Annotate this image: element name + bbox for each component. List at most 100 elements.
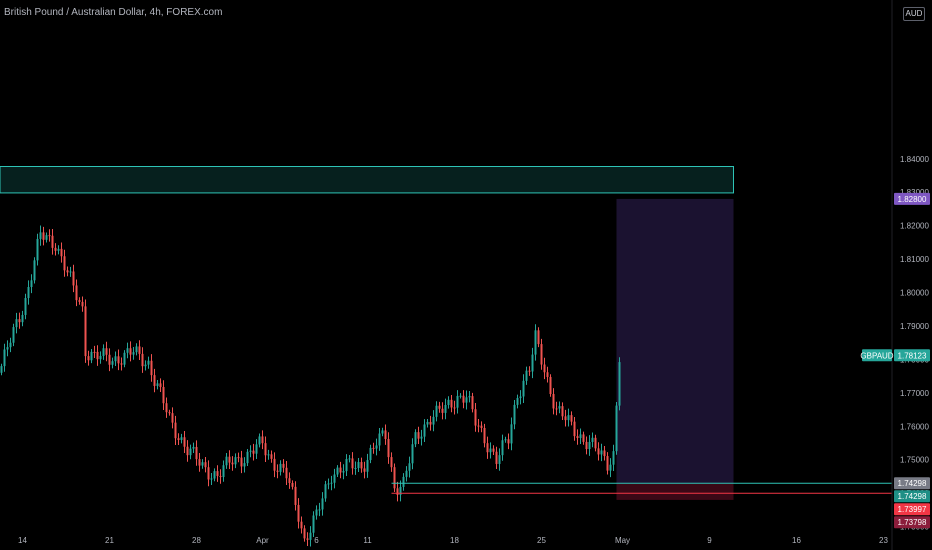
candle-bear (528, 370, 531, 372)
candle-bull (447, 399, 450, 406)
candle-bear (51, 235, 54, 248)
symbol-tag-label: GBPAUD (860, 351, 893, 360)
candle-bull (12, 327, 15, 343)
candle-bull (618, 362, 621, 406)
candle-bull (102, 348, 105, 356)
candle-bear (546, 372, 549, 377)
candle-bull (501, 440, 504, 456)
candle-bull (249, 450, 252, 452)
candle-bull (354, 467, 357, 469)
candle-bear (303, 528, 306, 539)
x-tick-label: May (615, 536, 630, 545)
candle-bull (567, 415, 570, 421)
candle-bull (588, 441, 591, 450)
candle-bear (492, 448, 495, 452)
candle-bear (360, 462, 363, 469)
candle-bear (387, 438, 390, 458)
candle-bull (408, 463, 411, 471)
candle-bear (438, 405, 441, 409)
candle-bull (180, 437, 183, 441)
candle-bull (99, 355, 102, 360)
candle-bull (318, 509, 321, 511)
candle-bear (273, 458, 276, 471)
stop-loss-zone (616, 483, 734, 500)
y-tick-label: 1.79000 (900, 322, 929, 331)
price-badge-label: 1.82800 (898, 195, 927, 204)
candle-bear (75, 285, 78, 301)
y-tick-label: 1.75000 (900, 456, 929, 465)
candle-bull (405, 470, 408, 477)
x-tick-label: 21 (105, 536, 114, 545)
x-tick-label: 6 (314, 536, 319, 545)
candle-bull (0, 366, 3, 373)
candle-bear (216, 471, 219, 476)
candle-bull (57, 248, 60, 251)
price-badge-label: 1.74298 (898, 479, 927, 488)
candle-bear (339, 467, 342, 473)
candle-bear (60, 248, 63, 257)
candle-bear (570, 415, 573, 422)
candle-bull (369, 447, 372, 461)
candle-bear (363, 468, 366, 472)
candle-bear (174, 422, 177, 439)
candle-bear (264, 443, 267, 456)
price-badge-label: 1.73997 (898, 505, 927, 514)
price-badge (894, 192, 930, 205)
candle-bear (261, 436, 264, 444)
candle-bull (126, 348, 129, 353)
candle-bear (18, 319, 21, 323)
candle-bull (123, 352, 126, 365)
candle-bear (129, 348, 132, 355)
candle-bull (36, 238, 39, 261)
candle-bull (381, 430, 384, 434)
candle-bear (540, 344, 543, 365)
candle-bull (375, 445, 378, 449)
x-tick-label: 14 (18, 536, 27, 545)
x-tick-label: 23 (879, 536, 888, 545)
candle-bull (210, 478, 213, 480)
currency-badge[interactable]: AUD (903, 7, 925, 21)
candle-bull (267, 454, 270, 456)
candle-bull (423, 424, 426, 437)
candle-bull (30, 280, 33, 288)
candle-bear (606, 456, 609, 471)
candle-bull (513, 404, 516, 425)
candle-bull (327, 483, 330, 485)
candle-bull (144, 364, 147, 367)
candle-bull (90, 351, 93, 361)
candle-bull (459, 395, 462, 397)
candle-bull (309, 532, 312, 540)
candle-bear (207, 467, 210, 480)
candle-bear (474, 409, 477, 426)
candle-bear (138, 346, 141, 354)
candle-bear (429, 421, 432, 425)
candle-bear (48, 235, 51, 237)
candle-bull (600, 450, 603, 455)
candle-bear (294, 486, 297, 505)
candle-bear (165, 403, 168, 413)
candle-bull (111, 361, 114, 365)
candle-bear (495, 451, 498, 464)
candle-bear (204, 462, 207, 468)
candle-bear (228, 456, 231, 463)
candle-bull (9, 342, 12, 348)
candle-bear (417, 432, 420, 439)
candle-bull (489, 448, 492, 453)
price-badge-label: 1.78123 (898, 351, 927, 360)
candle-bear (291, 482, 294, 487)
candle-bear (237, 457, 240, 459)
candle-bear (282, 463, 285, 468)
candle-bear (231, 462, 234, 465)
candle-bull (444, 405, 447, 413)
x-tick-label: 11 (363, 536, 372, 545)
candle-bull (498, 455, 501, 464)
candle-bull (516, 398, 519, 405)
candle-bear (297, 504, 300, 522)
candle-bull (504, 439, 507, 441)
x-tick-label: 9 (707, 536, 712, 545)
candle-bear (66, 270, 69, 273)
candle-bull (312, 515, 315, 533)
candle-bull (357, 462, 360, 468)
y-tick-label: 1.83000 (900, 188, 929, 197)
